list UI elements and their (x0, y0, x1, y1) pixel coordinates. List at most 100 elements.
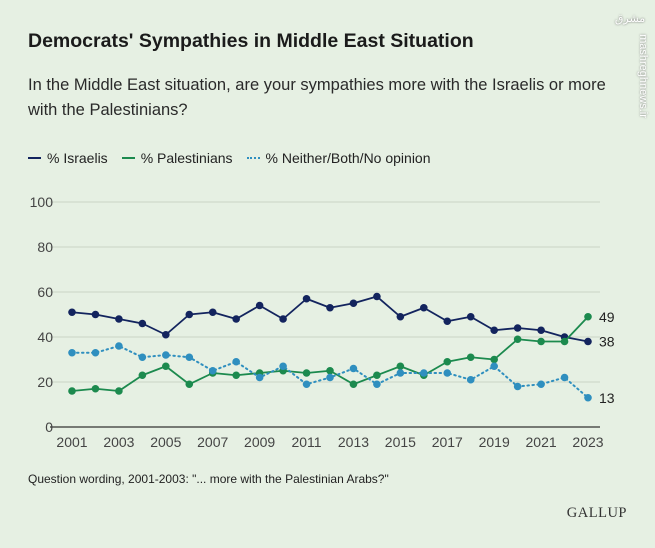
data-point-israelis-2023 (584, 337, 592, 346)
legend-label-palestinians: % Palestinians (140, 150, 233, 166)
watermark-logo: مشرق (614, 13, 646, 25)
data-point-israelis-2019 (490, 326, 498, 335)
data-point-neither-2023 (584, 393, 592, 402)
data-point-neither-2013 (349, 364, 358, 373)
data-point-israelis-2005 (162, 330, 170, 339)
y-tick-label-40: 40 (37, 329, 53, 345)
end-label-palestinians: 49 (599, 309, 615, 325)
chart-title: Democrats' Sympathies in Middle East Sit… (28, 30, 474, 52)
data-point-neither-2014 (373, 380, 381, 389)
data-point-neither-2019 (490, 362, 498, 371)
data-point-palestinians-2022 (560, 337, 569, 346)
legend-item-neither: % Neither/Both/No opinion (246, 150, 431, 166)
x-tick-label-2019: 2019 (479, 434, 510, 450)
data-point-israelis-2004 (138, 319, 147, 328)
data-point-israelis-2003 (115, 315, 123, 323)
x-tick-label-2011: 2011 (291, 434, 321, 450)
x-tick-label-2017: 2017 (432, 434, 463, 450)
data-point-palestinians-2006 (185, 380, 194, 389)
data-point-israelis-2014 (373, 292, 381, 301)
data-point-israelis-2007 (208, 308, 217, 317)
data-point-palestinians-2013 (349, 380, 358, 389)
y-tick-label-80: 80 (37, 239, 53, 255)
data-point-neither-2007 (208, 366, 217, 375)
data-point-palestinians-2008 (232, 371, 240, 380)
data-point-neither-2010 (279, 362, 287, 371)
data-point-israelis-2010 (279, 315, 287, 323)
data-point-neither-2006 (185, 353, 194, 362)
series-line-israelis (71, 295, 589, 343)
legend-item-israelis: % Israelis (28, 150, 108, 166)
data-point-neither-2016 (420, 369, 428, 377)
data-point-neither-2004 (138, 353, 147, 362)
data-point-palestinians-2017 (443, 357, 452, 366)
legend-label-israelis: % Israelis (47, 150, 108, 166)
data-point-israelis-2002 (91, 310, 100, 319)
data-point-neither-2020 (513, 382, 522, 391)
footnote: Question wording, 2001-2003: "... more w… (28, 472, 389, 486)
data-point-israelis-2017 (443, 317, 452, 326)
data-point-israelis-2011 (302, 294, 311, 303)
data-point-palestinians-2023 (584, 312, 592, 321)
x-tick-label-2009: 2009 (244, 434, 275, 450)
data-point-neither-2002 (91, 348, 100, 357)
data-point-neither-2018 (466, 375, 475, 384)
line-chart: 0 20 40 60 80 100 2001 2003 2005 2007 2009 2011 2013… (30, 194, 615, 450)
data-point-neither-2005 (162, 351, 170, 359)
data-point-israelis-2018 (466, 312, 475, 321)
data-point-palestinians-2005 (162, 362, 170, 371)
data-point-palestinians-2020 (513, 335, 522, 344)
data-point-neither-2017 (443, 369, 452, 377)
end-label-israelis: 38 (599, 334, 615, 350)
data-point-neither-2009 (255, 373, 264, 382)
data-point-palestinians-2018 (466, 353, 475, 362)
gallup-logo: GALLUP (566, 505, 627, 521)
data-point-neither-2021 (537, 380, 545, 389)
data-point-palestinians-2001 (68, 387, 76, 395)
data-point-palestinians-2014 (373, 371, 381, 380)
data-point-palestinians-2019 (490, 355, 498, 364)
x-tick-label-2023: 2023 (572, 434, 603, 450)
data-point-palestinians-2003 (115, 387, 123, 395)
data-point-palestinians-2011 (302, 369, 311, 377)
x-tick-label-2015: 2015 (385, 434, 416, 450)
x-tick-label-2007: 2007 (197, 434, 228, 450)
legend: % Israelis % Palestinians % Neither/Both… (28, 150, 445, 166)
x-tick-label-2003: 2003 (103, 434, 134, 450)
data-point-neither-2022 (560, 373, 569, 382)
y-tick-label-20: 20 (37, 374, 53, 390)
data-point-palestinians-2002 (91, 384, 100, 393)
data-point-palestinians-2021 (537, 337, 545, 346)
data-point-palestinians-2015 (396, 362, 405, 371)
data-point-israelis-2006 (185, 310, 194, 319)
data-point-palestinians-2012 (326, 366, 334, 375)
data-point-palestinians-2004 (138, 371, 147, 380)
y-tick-label-0: 0 (45, 419, 53, 435)
data-point-israelis-2009 (255, 301, 264, 310)
legend-item-palestinians: % Palestinians (121, 150, 233, 166)
data-point-israelis-2021 (537, 326, 545, 335)
data-point-israelis-2016 (420, 303, 428, 312)
legend-swatch-neither (246, 157, 260, 159)
data-point-israelis-2013 (349, 299, 358, 308)
chart-subtitle: In the Middle East situation, are your s… (28, 76, 606, 119)
data-point-neither-2015 (396, 369, 405, 377)
x-tick-label-2005: 2005 (150, 434, 181, 450)
data-point-neither-2011 (302, 380, 311, 389)
data-point-israelis-2012 (326, 303, 334, 312)
end-label-neither: 13 (599, 390, 615, 406)
x-tick-label-2013: 2013 (338, 434, 369, 450)
data-point-neither-2003 (115, 342, 123, 350)
data-point-israelis-2015 (396, 312, 405, 321)
legend-swatch-palestinians (121, 157, 135, 159)
data-point-neither-2008 (232, 357, 240, 366)
y-tick-label-100: 100 (30, 194, 54, 210)
data-point-neither-2012 (326, 373, 334, 382)
data-point-neither-2001 (68, 348, 76, 357)
x-tick-label-2021: 2021 (526, 434, 557, 450)
data-point-israelis-2020 (513, 324, 522, 332)
data-point-israelis-2008 (232, 315, 240, 323)
legend-label-neither: % Neither/Both/No opinion (265, 150, 431, 166)
legend-swatch-israelis (28, 157, 41, 159)
x-tick-label-2001: 2001 (56, 434, 87, 450)
